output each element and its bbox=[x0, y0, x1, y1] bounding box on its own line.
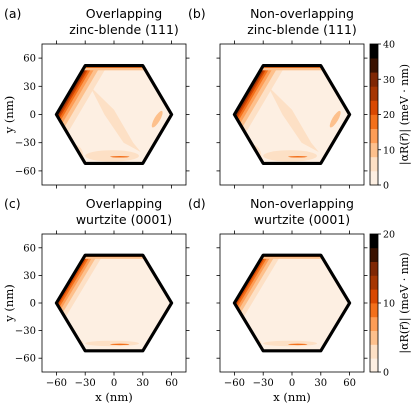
colorbar-segment bbox=[370, 156, 378, 172]
panel-title-line-2: zinc-blende (111) bbox=[247, 22, 357, 37]
x-tick-label: 30 bbox=[314, 378, 327, 389]
hexagon-boundary bbox=[54, 64, 174, 165]
colorbar-label: |αR(r⃗)| (meV · nm) bbox=[398, 64, 412, 165]
heatmap-feature bbox=[329, 110, 341, 128]
heatmap-feature bbox=[151, 110, 163, 128]
colorbar-segment bbox=[370, 86, 378, 101]
panel-label: (d) bbox=[188, 196, 206, 211]
y-tick-label: 0 bbox=[30, 299, 36, 310]
colorbar-segment bbox=[370, 72, 378, 87]
x-tick-label: 0 bbox=[289, 378, 295, 389]
colorbar-segment bbox=[370, 234, 378, 249]
y-axis-label: y (nm) bbox=[2, 284, 16, 322]
heatmap-feature bbox=[110, 343, 130, 346]
colorbar-segment bbox=[370, 303, 378, 318]
colorbar-segment bbox=[370, 289, 378, 304]
heatmap-feature bbox=[85, 340, 139, 347]
y-tick-label: −30 bbox=[15, 138, 36, 149]
x-tick-label: −60 bbox=[46, 378, 67, 389]
colorbar-segment bbox=[370, 316, 378, 331]
heatmap-feature bbox=[90, 86, 141, 153]
colorbar-tick-label: 10 bbox=[383, 145, 395, 156]
colorbar-tick-label: 30 bbox=[383, 75, 395, 86]
colorbar-segment bbox=[370, 344, 378, 359]
hexagon-boundary bbox=[232, 253, 352, 353]
x-tick-label: 0 bbox=[111, 378, 117, 389]
colorbar-segment bbox=[370, 170, 378, 186]
colorbar-segment bbox=[370, 142, 378, 158]
colorbar-segment bbox=[370, 114, 378, 129]
y-tick-label: 0 bbox=[30, 110, 36, 121]
heatmap-feature bbox=[288, 343, 308, 346]
heatmap-feature bbox=[288, 156, 308, 158]
x-tick-label: 60 bbox=[165, 378, 178, 389]
heatmap-feature bbox=[263, 150, 317, 162]
panel-title-line-1: Non-overlapping bbox=[250, 6, 354, 21]
heatmap-feature bbox=[110, 156, 130, 158]
heatmap-band bbox=[75, 65, 148, 71]
colorbar-segment bbox=[370, 44, 378, 59]
colorbar-segment bbox=[370, 358, 378, 373]
colorbar-segment bbox=[370, 100, 378, 115]
hexagon-boundary bbox=[232, 64, 352, 165]
colorbar-tick-label: 20 bbox=[383, 110, 395, 121]
colorbar-tick-label: 10 bbox=[383, 299, 395, 310]
y-tick-label: −60 bbox=[15, 354, 36, 365]
colorbar-bottom: 20 10 0 |αR(r⃗)| (meV · nm) bbox=[369, 230, 412, 379]
panel-title-line-1: Overlapping bbox=[86, 6, 162, 21]
y-axis-label: y (nm) bbox=[2, 96, 16, 134]
hexagon-boundary bbox=[54, 253, 174, 353]
y-tick-label: 30 bbox=[23, 82, 36, 93]
colorbar-segment bbox=[370, 261, 378, 276]
panel-label: (b) bbox=[188, 6, 206, 21]
colorbar-tick-label: 0 bbox=[383, 368, 389, 379]
heatmap-band bbox=[253, 65, 326, 71]
colorbar-segment bbox=[370, 275, 378, 290]
heatmap-feature bbox=[268, 86, 319, 153]
colorbar-top: 40 30 20 10 0 |αR(r⃗)| (meV · nm) bbox=[369, 40, 412, 192]
colorbar-tick-label: 20 bbox=[383, 230, 395, 241]
colorbar-label: |αR(r⃗)| (meV · nm) bbox=[398, 252, 412, 353]
panel-c: −60 60 −30 30 0 0 30 −30 60 −60 Overlappingwurtzit… bbox=[2, 196, 190, 404]
x-tick-label: 60 bbox=[343, 378, 356, 389]
panel-label: (a) bbox=[4, 6, 21, 21]
x-axis-label: x (nm) bbox=[95, 390, 132, 404]
y-tick-label: 60 bbox=[23, 243, 36, 254]
panel-title-line-2: zinc-blende (111) bbox=[69, 22, 179, 37]
colorbar-segment bbox=[370, 330, 378, 345]
x-tick-label: −60 bbox=[224, 378, 245, 389]
heatmap-layer bbox=[232, 253, 352, 353]
heatmap-feature bbox=[85, 150, 139, 162]
y-tick-label: 30 bbox=[23, 271, 36, 282]
colorbar-segment bbox=[370, 58, 378, 73]
colorbar-segment bbox=[370, 128, 378, 144]
panel-title-line-1: Non-overlapping bbox=[250, 196, 354, 211]
y-tick-label: −30 bbox=[15, 326, 36, 337]
heatmap-layer bbox=[54, 253, 174, 353]
x-tick-label: −30 bbox=[75, 378, 96, 389]
x-tick-label: −30 bbox=[253, 378, 274, 389]
colorbar-tick-label: 0 bbox=[383, 181, 389, 192]
panel-title-line-1: Overlapping bbox=[86, 196, 162, 211]
heatmap-feature bbox=[263, 340, 317, 347]
x-tick-label: 30 bbox=[136, 378, 149, 389]
panel-title-line-2: wurtzite (0001) bbox=[254, 212, 350, 227]
y-tick-label: 60 bbox=[23, 54, 36, 65]
y-tick-label: −60 bbox=[15, 166, 36, 177]
panel-label: (c) bbox=[4, 196, 21, 211]
colorbar-segment bbox=[370, 247, 378, 262]
x-axis-label: x (nm) bbox=[273, 390, 310, 404]
colorbar-tick-label: 40 bbox=[383, 40, 395, 51]
panel-title-line-2: wurtzite (0001) bbox=[76, 212, 172, 227]
